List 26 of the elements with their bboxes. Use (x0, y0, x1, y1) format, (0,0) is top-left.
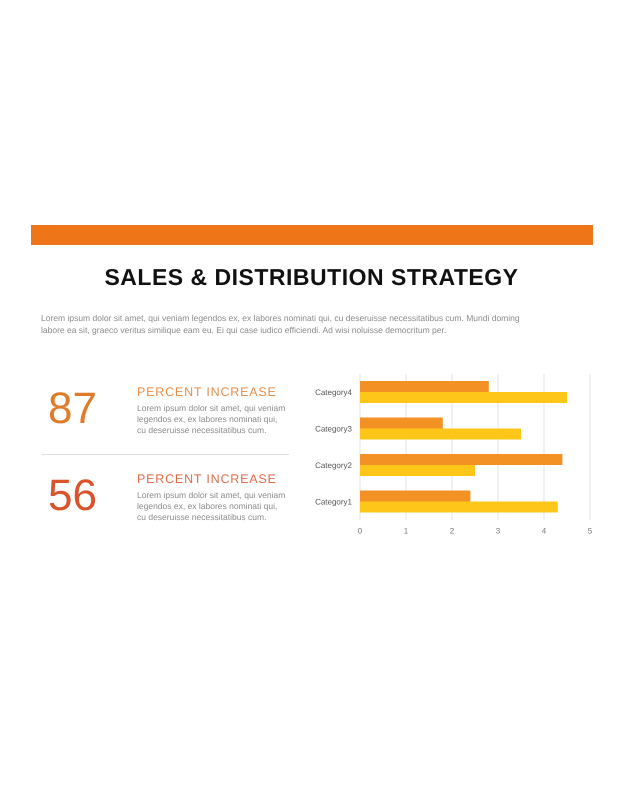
bar (360, 465, 475, 476)
bar (360, 428, 521, 440)
y-tick-label: Category4 (315, 388, 353, 398)
data-label: 56 (48, 470, 97, 522)
y-tick-label: Category1 (315, 498, 353, 507)
bar (360, 454, 562, 465)
bar (360, 502, 558, 512)
text: Lorem ipsum dolor sit amet, qui veniam legendos ex, ex labores nominati qui, cu deseruisse necessitatibus cum. (137, 403, 286, 436)
x-tick-label: 1 (404, 526, 409, 536)
bar (360, 490, 470, 502)
bar (360, 418, 443, 428)
bar (360, 392, 567, 403)
text: Lorem ipsum dolor sit amet, qui veniam legendos ex, ex labores nominati qui, cu deseruisse necessitatibus cum. Mundi doming labore ea sit, graeco veritus similique eam eu. Ei qui case iudico efficiendi. Ad wisi noluisse democritum per. (41, 312, 521, 336)
y-tick-label: Category3 (315, 424, 353, 434)
x-tick-label: 0 (358, 526, 363, 536)
x-tick-label: 4 (542, 526, 547, 536)
y-tick-label: Category2 (315, 461, 353, 470)
text: Lorem ipsum dolor sit amet, qui veniam legendos ex, ex labores nominati qui, cu deseruisse necessitatibus cum. (137, 490, 286, 523)
x-tick-label: 3 (496, 526, 501, 536)
data-label: 87 (48, 383, 97, 435)
text: SALES & DISTRIBUTION STRATEGY (103, 264, 520, 291)
x-tick-label: 2 (450, 526, 455, 536)
category-label: PERCENT INCREASE (137, 385, 277, 399)
category-label: PERCENT INCREASE (137, 472, 277, 486)
bar (360, 381, 489, 392)
x-tick-label: 5 (588, 526, 593, 536)
